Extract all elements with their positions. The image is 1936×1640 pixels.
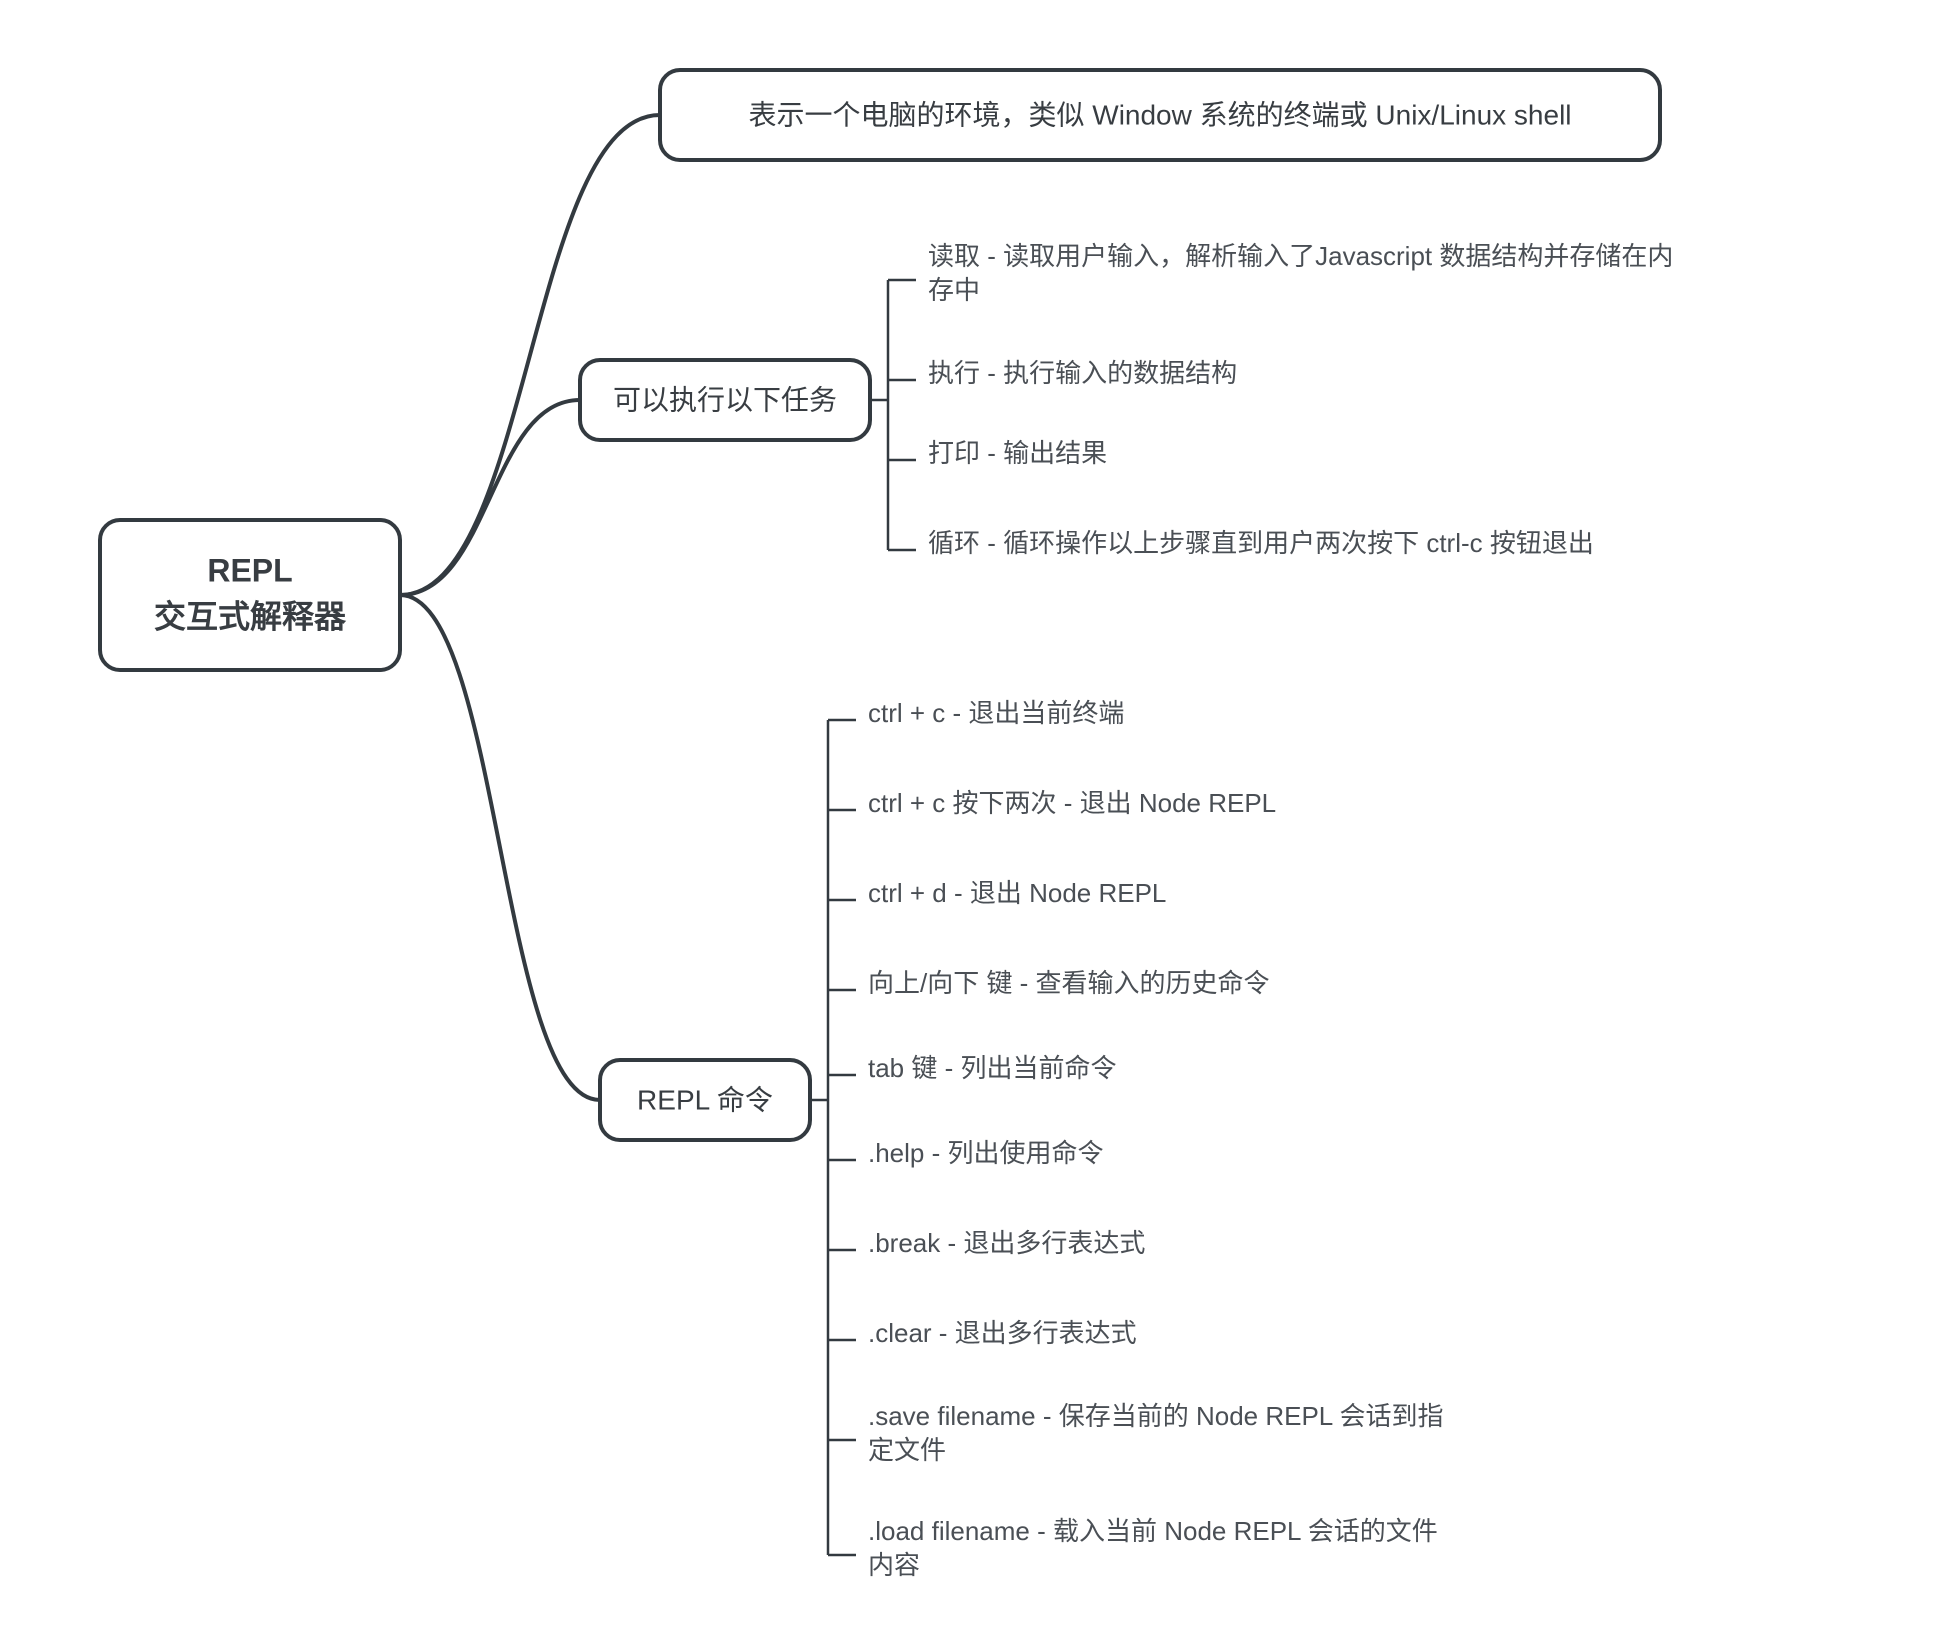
edge [400,400,580,595]
branch-commands-label: REPL 命令 [637,1084,773,1115]
leaf-text: 内容 [868,1550,920,1580]
edge [400,595,600,1100]
leaf-text: .help - 列出使用命令 [868,1138,1104,1168]
edge [400,115,660,595]
leaf-text: .load filename - 载入当前 Node REPL 会话的文件 [868,1516,1438,1546]
leaf-text: ctrl + c 按下两次 - 退出 Node REPL [868,788,1276,818]
leaf-text: .save filename - 保存当前的 Node REPL 会话到指 [868,1401,1444,1431]
root-line1: REPL [207,552,292,588]
root-node [100,520,400,670]
root-line2: 交互式解释器 [154,598,347,634]
leaf-text: 执行 - 执行输入的数据结构 [928,358,1237,388]
leaf-text: .clear - 退出多行表达式 [868,1318,1137,1348]
branch-tasks-label: 可以执行以下任务 [613,384,837,415]
leaf-text: 向上/向下 键 - 查看输入的历史命令 [868,968,1270,998]
branch-env-label: 表示一个电脑的环境，类似 Window 系统的终端或 Unix/Linux sh… [748,99,1571,130]
leaf-text: 循环 - 循环操作以上步骤直到用户两次按下 ctrl-c 按钮退出 [928,528,1594,558]
leaf-text: 读取 - 读取用户输入，解析输入了Javascript 数据结构并存储在内 [928,241,1673,271]
leaf-text: 定文件 [868,1435,946,1465]
leaf-text: 存中 [928,275,980,305]
leaf-text: ctrl + d - 退出 Node REPL [868,878,1166,908]
leaf-text: ctrl + c - 退出当前终端 [868,698,1124,728]
mindmap-diagram: REPL 交互式解释器 表示一个电脑的环境，类似 Window 系统的终端或 Uni… [0,0,1936,1640]
leaf-text: 打印 - 输出结果 [928,438,1107,468]
leaf-text: tab 键 - 列出当前命令 [868,1053,1116,1083]
leaf-text: .break - 退出多行表达式 [868,1228,1145,1258]
